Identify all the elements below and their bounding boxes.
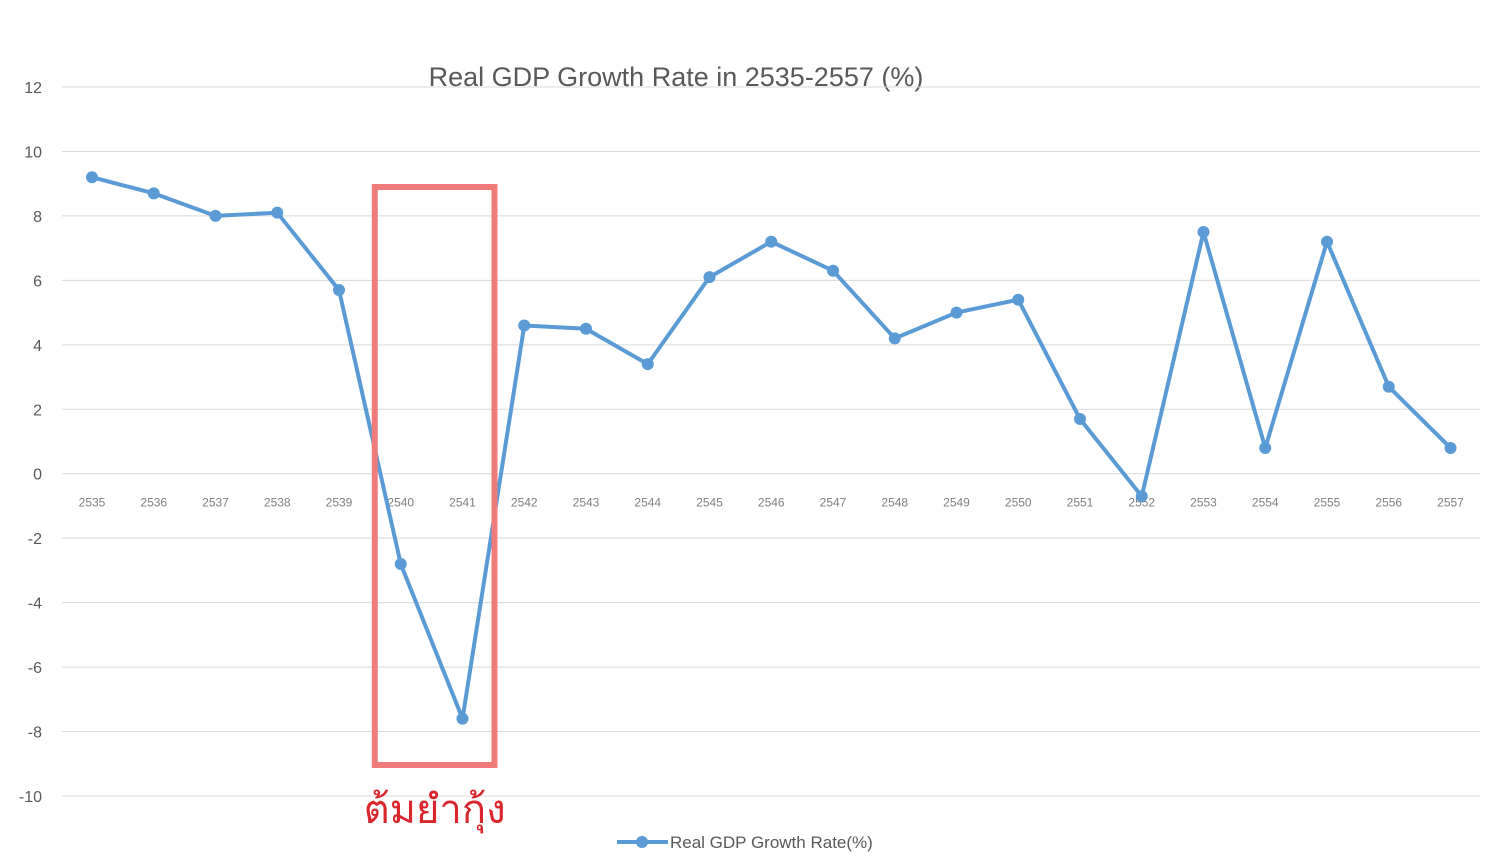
x-tick-label: 2536 (140, 496, 167, 510)
data-point (1135, 490, 1148, 503)
legend-series-label: Real GDP Growth Rate(%) (670, 833, 873, 852)
x-tick-label: 2547 (820, 496, 847, 510)
data-point (1321, 235, 1333, 248)
series-line (91, 175, 1452, 721)
x-tick-label: 2538 (264, 496, 291, 510)
x-tick-label: 2546 (758, 496, 785, 510)
data-point (1012, 293, 1025, 306)
y-tick-label: 4 (33, 338, 42, 355)
data-point (703, 271, 716, 284)
x-tick-label: 2541 (449, 496, 476, 510)
data-point (1259, 441, 1272, 454)
x-tick-label: 2549 (943, 496, 970, 510)
annotation-label: ต้มยำกุ้ง (364, 787, 506, 834)
x-tick-label: 2551 (1067, 496, 1094, 510)
x-tick-label: 2556 (1375, 496, 1402, 510)
data-point (333, 284, 345, 297)
x-tick-label: 2542 (511, 496, 538, 510)
annotation: ต้มยำกุ้ง (364, 184, 506, 834)
x-tick-label: 2537 (202, 496, 229, 510)
x-tick-label: 2554 (1252, 496, 1279, 510)
y-tick-label: -6 (28, 660, 42, 677)
data-point (147, 187, 160, 200)
x-tick-label: 2557 (1437, 496, 1464, 510)
data-point (456, 712, 469, 725)
x-tick-label: 2540 (387, 496, 414, 510)
y-tick-label: -8 (28, 725, 42, 742)
data-point (1382, 380, 1395, 393)
x-tick-label: 2535 (79, 496, 106, 510)
data-point (394, 557, 407, 570)
x-axis: 2535 2536 2537 2538 2539 2540 2541 2542 2543 2544… (79, 496, 1465, 510)
gridlines (62, 86, 1480, 797)
x-tick-label: 2553 (1190, 496, 1217, 510)
data-point (1444, 441, 1457, 454)
y-tick-label: -10 (19, 789, 42, 806)
data-point (765, 235, 778, 248)
y-tick-label: 0 (33, 467, 42, 484)
data-point (1197, 226, 1210, 239)
data-point (518, 319, 531, 332)
y-tick-label: 12 (24, 80, 42, 97)
data-point (641, 358, 654, 371)
x-tick-label: 2555 (1314, 496, 1341, 510)
data-point (1074, 412, 1086, 425)
legend: Real GDP Growth Rate(%) (617, 833, 873, 852)
data-point (209, 209, 222, 222)
x-tick-label: 2552 (1128, 496, 1155, 510)
x-tick-label: 2543 (573, 496, 600, 510)
data-point (827, 264, 839, 277)
x-tick-label: 2550 (1005, 496, 1032, 510)
data-point (950, 306, 963, 319)
y-tick-label: 2 (33, 402, 42, 419)
annotation-highlight-box (371, 184, 498, 768)
data-point (888, 332, 901, 345)
y-tick-label: 8 (33, 209, 42, 226)
x-tick-label: 2545 (696, 496, 723, 510)
y-tick-label: 6 (33, 273, 42, 290)
y-tick-label: -2 (28, 531, 42, 548)
x-tick-label: 2544 (634, 496, 661, 510)
series-layer (86, 171, 1457, 725)
y-tick-label: 10 (24, 144, 42, 161)
x-tick-label: 2548 (881, 496, 908, 510)
data-point (271, 206, 284, 219)
data-point (580, 322, 592, 335)
y-tick-label: -4 (28, 596, 42, 613)
y-axis: 12 10 8 6 4 2 0 -2 -4 -6 -8 -10 (19, 80, 42, 806)
legend-series-marker (636, 836, 648, 848)
data-point (86, 171, 98, 184)
x-tick-label: 2539 (326, 496, 353, 510)
